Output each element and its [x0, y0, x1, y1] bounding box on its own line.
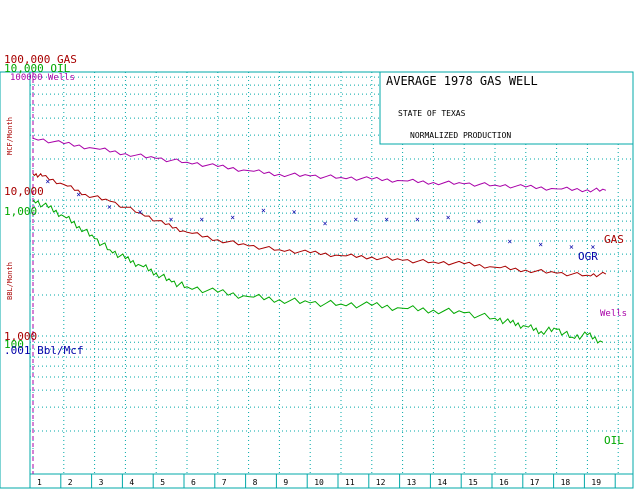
ogr-point: ×	[261, 206, 266, 215]
x-tick-label: 19	[591, 478, 601, 487]
x-tick-label: 10	[314, 478, 324, 487]
wells-series-label: Wells	[600, 309, 627, 319]
x-tick-label: 8	[253, 478, 258, 487]
ogr-point: ×	[477, 217, 482, 226]
subtitle-state: STATE OF TEXAS	[398, 109, 466, 118]
ogr-point: ×	[292, 208, 297, 217]
x-tick-label: 4	[129, 478, 134, 487]
ogr-point: ×	[353, 215, 358, 224]
x-tick-label: 5	[160, 478, 165, 487]
wells-axis-top-label: 100000 Wells	[10, 73, 75, 83]
x-tick-label: 1	[37, 478, 42, 487]
x-tick-label: 13	[407, 478, 417, 487]
oil-line	[32, 199, 604, 344]
ogr-point: ×	[446, 213, 451, 222]
x-tick-label: 9	[283, 478, 288, 487]
title-text: AVERAGE 1978 GAS WELL	[386, 74, 538, 88]
ogr-series-label: OGR	[578, 250, 598, 263]
x-tick-label: 7	[222, 478, 227, 487]
x-tick-label: 15	[468, 478, 478, 487]
oil-1000-label: 1,000	[4, 205, 37, 218]
ogr-point: ×	[107, 202, 112, 211]
oil-series-label: OIL	[604, 434, 624, 447]
x-tick-labels: 1 2 3 4 5 6 7 8 9 10 11 12 13 14 15 16 17 18 19	[37, 474, 616, 488]
subtitle-normalized: NORMALIZED PRODUCTION	[410, 131, 511, 140]
x-tick-label: 3	[99, 478, 104, 487]
ogr-point: ×	[384, 215, 389, 224]
ogr-point: ×	[323, 219, 328, 228]
ogr-point: ×	[415, 215, 420, 224]
x-tick-label: 17	[530, 478, 540, 487]
ogr-point: ×	[591, 242, 596, 251]
gas-1000-label: 1,000	[4, 330, 37, 343]
title-box	[379, 71, 634, 145]
x-tick-label: 2	[68, 478, 73, 487]
ogr-point: ×	[569, 242, 574, 251]
series-group: × × × × × × × × × × × × × × × × × × ×	[32, 137, 607, 344]
ogr-point: ×	[507, 237, 512, 246]
x-tick-label: 12	[376, 478, 386, 487]
ogr-point: ×	[169, 215, 174, 224]
gas-10000-label: 10,000	[4, 185, 44, 198]
gas-axis-top-label: 100,000 GAS	[4, 53, 77, 66]
x-tick-label: 18	[561, 478, 571, 487]
ogr-point: ×	[138, 208, 143, 217]
x-tick-label: 6	[191, 478, 196, 487]
wells-line	[32, 137, 607, 193]
ogr-unit-label: .001 Bbl/Mcf	[4, 344, 83, 357]
ogr-point: ×	[538, 240, 543, 249]
x-axis-strip	[29, 473, 634, 489]
bbl-axis-label: BBL/Month	[6, 262, 14, 300]
ogr-point: ×	[230, 213, 235, 222]
gas-series-label: GAS	[604, 233, 624, 246]
ogr-point: ×	[199, 215, 204, 224]
x-tick-label: 14	[437, 478, 447, 487]
grid	[30, 72, 633, 474]
ogr-point: ×	[76, 190, 81, 199]
ogr-point: ×	[45, 177, 50, 186]
gas-line	[32, 172, 607, 278]
oil-axis-top-label: 10,000 OIL	[4, 62, 71, 75]
mcf-axis-label: MCF/Month	[6, 117, 14, 155]
oil-100-label: 100	[4, 338, 24, 351]
x-tick-label: 11	[345, 478, 355, 487]
x-tick-label: 16	[499, 478, 509, 487]
